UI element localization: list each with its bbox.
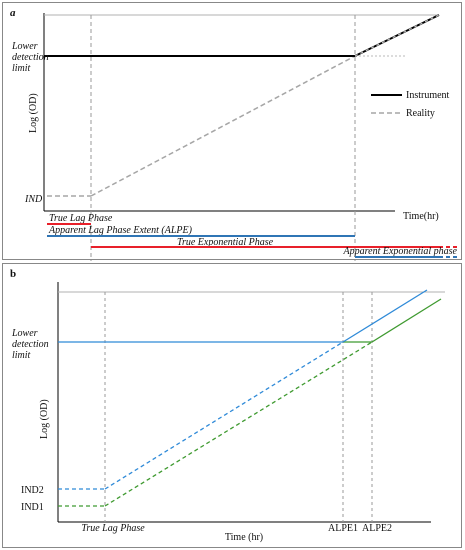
- x-axis-label-b: Time (hr): [225, 532, 263, 543]
- apparent-exp-phase-label: Apparent Exponential phase: [343, 246, 458, 257]
- true-lag-phase-label: True Lag Phase: [49, 213, 113, 224]
- lower-detection-label-line2: detection: [12, 52, 49, 63]
- lower-detection-label-b-line1: Lower: [11, 328, 38, 339]
- panel-a-letter: a: [10, 7, 16, 19]
- alpe-label: Apparent Lag Phase Extent (ALPE): [48, 225, 193, 236]
- panel-a: a Lower detection limit IND Log (OD) Tim…: [2, 2, 462, 261]
- green-hidden-growth-segment: [104, 341, 373, 507]
- x-axis-label: Time(hr): [403, 211, 439, 222]
- panel-b-diagram: b Lower detection limit IND2 IND1 Log (O…: [10, 268, 445, 543]
- panel-b: b Lower detection limit IND2 IND1 Log (O…: [2, 263, 462, 548]
- lower-detection-label-line1: Lower: [11, 41, 38, 52]
- true-exp-phase-label: True Exponential Phase: [177, 237, 274, 248]
- true-lag-phase-label-b: True Lag Phase: [81, 523, 145, 534]
- alpe1-label: ALPE1: [328, 523, 358, 534]
- y-axis-label: Log (OD): [28, 93, 39, 133]
- reality-exp-segment: [90, 55, 356, 197]
- lower-detection-label-b-line3: limit: [12, 350, 31, 361]
- instrument-exp-segment: [354, 14, 440, 57]
- lower-detection-label-b-line2: detection: [12, 339, 49, 350]
- ind-label: IND: [24, 194, 43, 205]
- green-visible-growth-segment: [371, 298, 442, 343]
- alpe2-label: ALPE2: [362, 523, 392, 534]
- legend-instrument-label: Instrument: [406, 90, 450, 101]
- blue-hidden-growth-segment: [104, 341, 344, 490]
- legend-reality-label: Reality: [406, 108, 435, 119]
- lower-detection-label-line3: limit: [12, 63, 31, 74]
- blue-visible-growth-segment: [342, 289, 428, 343]
- panel-b-letter: b: [10, 268, 16, 280]
- ind2-label: IND2: [21, 485, 44, 496]
- panel-a-diagram: a Lower detection limit IND Log (OD) Tim…: [10, 7, 458, 261]
- ind1-label: IND1: [21, 502, 44, 513]
- y-axis-label-b: Log (OD): [39, 399, 50, 439]
